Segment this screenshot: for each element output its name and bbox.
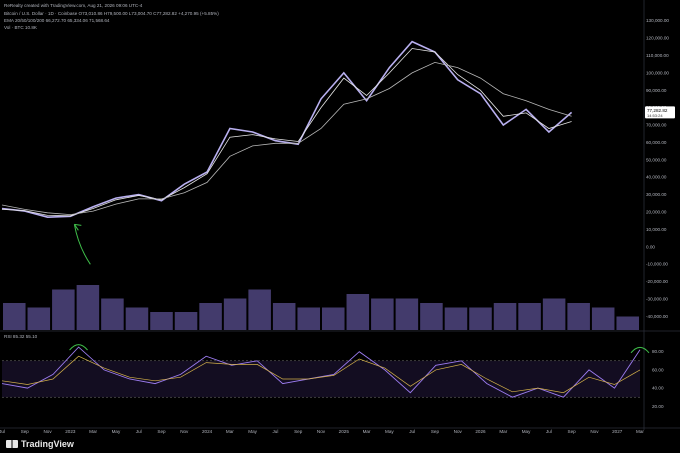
time-tick-label: May xyxy=(385,429,394,434)
volume-bar xyxy=(297,307,320,330)
ema-fast-line xyxy=(1,48,572,217)
rsi-legend: RSI 85.32 55.10 xyxy=(4,334,38,339)
price-tick-label: 10,000.00 xyxy=(646,227,667,232)
symbol-title: Bitcoin / U.S. Dollar · 1D · Coinbase O7… xyxy=(4,11,219,16)
price-tick-label: 70,000.00 xyxy=(646,123,667,128)
time-tick-label: Jul xyxy=(0,429,5,434)
price-tick-label: -10,000.00 xyxy=(646,262,668,267)
price-tick-label: 20,000.00 xyxy=(646,209,667,214)
volume-bar xyxy=(125,307,149,330)
price-tick-label: 90,000.00 xyxy=(646,88,667,93)
price-tick-label: 30,000.00 xyxy=(646,192,667,197)
price-tick-label: 130,000.00 xyxy=(646,18,669,23)
price-tick-label: 40,000.00 xyxy=(646,175,667,180)
volume-legend: Vol · BTC 10.8K xyxy=(4,25,37,30)
rsi-tick-label: 60.00 xyxy=(652,367,664,372)
time-tick-label: Mar xyxy=(499,429,507,434)
time-tick-label: Nov xyxy=(317,429,326,434)
volume-bar xyxy=(616,316,639,330)
time-tick-label: Sep xyxy=(294,429,303,434)
price-tick-label: 0.00 xyxy=(646,244,655,249)
last-price-badge-label: 77,282.82 xyxy=(647,108,668,113)
rsi-annotation-arc xyxy=(630,346,650,354)
price-tick-label: -30,000.00 xyxy=(646,296,668,301)
time-tick-label: Sep xyxy=(431,429,440,434)
countdown-label: 14:53:24 xyxy=(647,113,663,118)
time-tick-label: Jul xyxy=(546,429,552,434)
annotation-arrowhead xyxy=(73,223,82,231)
rsi-line xyxy=(1,346,641,398)
volume-bar xyxy=(3,303,26,330)
chart-credit: ReRealty created with TradingView.com, A… xyxy=(4,3,143,8)
last-price-badge xyxy=(645,106,675,119)
volume-bar xyxy=(444,307,468,330)
volume-bar xyxy=(52,289,75,330)
volume-bar xyxy=(371,298,394,330)
volume-bar xyxy=(101,298,124,330)
rsi-tick-label: 40.00 xyxy=(652,386,664,391)
tradingview-logo-icon xyxy=(6,440,18,448)
time-tick-label: Mar xyxy=(363,429,371,434)
volume-bar xyxy=(493,303,517,330)
volume-bar xyxy=(420,303,443,330)
time-tick-label: Sep xyxy=(157,429,166,434)
time-tick-label: 2024 xyxy=(202,429,213,434)
time-tick-label: Nov xyxy=(43,429,52,434)
time-tick-label: Mar xyxy=(636,429,644,434)
time-tick-label: Nov xyxy=(590,429,599,434)
price-tick-label: 110,000.00 xyxy=(646,53,669,58)
time-tick-label: Mar xyxy=(89,429,97,434)
time-tick-label: Jul xyxy=(136,429,142,434)
volume-bar xyxy=(591,307,615,330)
time-tick-label: Jul xyxy=(409,429,415,434)
time-tick-label: May xyxy=(248,429,257,434)
time-tick-label: Sep xyxy=(21,429,30,434)
annotation-arrow xyxy=(73,224,91,265)
volume-bar xyxy=(150,312,173,330)
price-tick-label: 50,000.00 xyxy=(646,157,667,162)
volume-bar xyxy=(346,294,370,330)
volume-bar xyxy=(76,285,100,330)
rsi-tick-label: 20.00 xyxy=(652,404,664,409)
price-tick-label: 100,000.00 xyxy=(646,70,669,75)
rsi-band xyxy=(2,360,640,398)
time-tick-label: 2026 xyxy=(475,429,486,434)
volume-bar xyxy=(223,298,247,330)
rsi-annotation-arc xyxy=(69,344,88,351)
volume-bar xyxy=(542,298,566,330)
volume-bar xyxy=(322,307,345,330)
volume-bar xyxy=(199,303,222,330)
time-tick-label: 2023 xyxy=(65,429,76,434)
rsi-tick-label: 80.00 xyxy=(652,349,664,354)
rsi-ma-line xyxy=(1,355,641,394)
time-tick-label: 2025 xyxy=(339,429,350,434)
price-tick-label: 60,000.00 xyxy=(646,140,667,145)
volume-bar xyxy=(248,289,271,330)
volume-bar xyxy=(518,303,541,330)
price-line xyxy=(1,40,573,219)
ema-slow-line xyxy=(1,61,572,216)
volume-bar xyxy=(272,303,296,330)
time-tick-label: Jul xyxy=(272,429,278,434)
time-tick-label: Nov xyxy=(180,429,189,434)
volume-bar xyxy=(27,307,51,330)
price-tick-label: -20,000.00 xyxy=(646,279,668,284)
time-tick-label: Sep xyxy=(568,429,577,434)
time-tick-label: Mar xyxy=(226,429,234,434)
tradingview-logo[interactable]: TradingView xyxy=(6,439,74,449)
time-tick-label: 2027 xyxy=(612,429,623,434)
price-tick-label: 120,000.00 xyxy=(646,36,669,41)
price-tick-label: -40,000.00 xyxy=(646,314,668,319)
time-tick-label: May xyxy=(112,429,121,434)
brand-name: TradingView xyxy=(21,439,74,449)
volume-bar xyxy=(395,298,419,330)
time-tick-label: May xyxy=(522,429,531,434)
ema-legend: EMA 20/50/100/200 66,272.70 65,334.06 71… xyxy=(4,18,110,23)
volume-bar xyxy=(469,307,492,330)
volume-bar xyxy=(174,312,198,330)
volume-bar xyxy=(567,303,590,330)
time-tick-label: Nov xyxy=(454,429,463,434)
